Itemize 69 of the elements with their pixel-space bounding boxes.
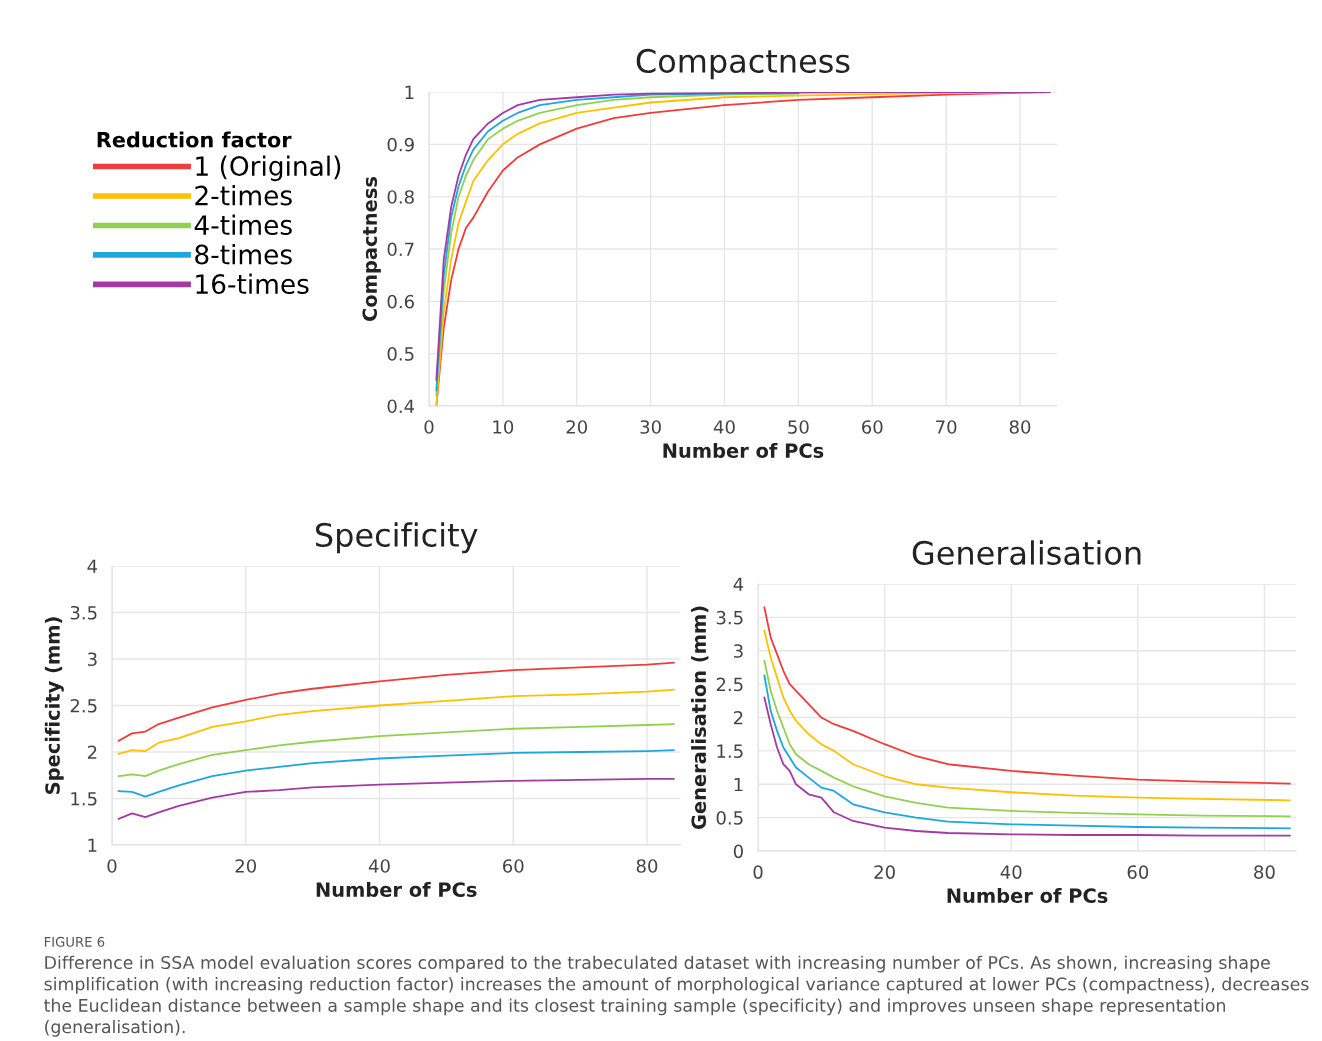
- y-tick-label: 0.5: [716, 811, 743, 825]
- line-series: [117, 749, 675, 798]
- y-tick-label: 0.6: [387, 294, 414, 309]
- x-tick-label: 20: [566, 420, 588, 434]
- y-tick-label: 3: [87, 652, 97, 667]
- x-tick-label: 40: [1000, 865, 1022, 879]
- x-tick-label: 80: [636, 859, 658, 873]
- y-tick-label: 0.9: [387, 137, 414, 152]
- y-tick-label: 3.5: [70, 605, 97, 620]
- y-tick-label: 1.5: [71, 792, 97, 806]
- y-tick-label: 2: [733, 710, 743, 725]
- y-tick-label: 1: [405, 85, 414, 99]
- x-tick-label: 80: [1009, 420, 1031, 434]
- y-tick-label: 1.5: [717, 744, 743, 758]
- line-series: [763, 606, 1291, 785]
- y-tick-label: 0: [733, 844, 743, 859]
- legend-label: 16-times: [196, 273, 309, 295]
- x-tick-label: 0: [424, 420, 434, 434]
- legend-label: 8-times: [195, 244, 292, 265]
- line-series: [117, 778, 675, 820]
- x-tick-label: 60: [1127, 865, 1149, 879]
- x-tick-label: 40: [368, 859, 390, 873]
- legend-label: 4-times: [194, 214, 292, 236]
- line-series: [117, 661, 675, 742]
- x-tick-label: 60: [862, 420, 883, 434]
- y-axis-title: Generalisation (mm): [691, 606, 709, 830]
- y-axis-title: Compactness: [362, 176, 381, 321]
- line-series: [763, 674, 1291, 830]
- legend-title: Reduction factor: [97, 131, 292, 148]
- x-tick-label: 20: [874, 865, 895, 879]
- caption: FIGURE 6: [44, 936, 105, 947]
- y-tick-label: 3: [734, 644, 743, 658]
- y-tick-label: 4: [87, 559, 98, 573]
- x-tick-label: 40: [713, 420, 735, 434]
- line-series: [117, 723, 675, 778]
- y-tick-label: 1: [734, 777, 743, 792]
- y-tick-label: 2: [87, 745, 97, 759]
- x-tick-label: 10: [493, 420, 514, 434]
- x-tick-label: 0: [753, 865, 763, 879]
- y-tick-label: 1: [88, 838, 97, 852]
- legend-label: 1 (Original): [196, 155, 341, 182]
- chart-title: Specificity: [315, 522, 478, 554]
- y-axis-title: Specificity (mm): [44, 617, 64, 794]
- y-tick-label: 3.5: [716, 610, 743, 625]
- x-tick-label: 50: [788, 420, 809, 434]
- y-tick-label: 2.5: [716, 677, 743, 692]
- x-tick-label: 30: [640, 420, 661, 434]
- line-series: [763, 659, 1291, 818]
- x-tick-label: 80: [1254, 865, 1275, 879]
- legend-label: 2-times: [195, 185, 292, 206]
- x-axis-title: Number of PCs: [663, 442, 824, 458]
- text: Difference in SSA model evaluation scores compared to the trabeculated dataset with increasing number of PCs. As shown, increasing shape simplification (with increasing reduction factor) increases the amount of morphological variance captured at lower PCs (compactness), decreases the Euclidean distance between a sample shape and its closest training sample (specificity) and improves unseen shape representation (generalisation).: [44, 955, 1309, 1037]
- x-tick-label: 70: [936, 420, 957, 434]
- y-tick-label: 0.7: [387, 242, 414, 257]
- x-tick-label: 60: [503, 859, 524, 873]
- y-tick-label: 0.8: [387, 190, 414, 204]
- x-axis-title: Number of PCs: [947, 887, 1108, 903]
- x-tick-label: 0: [107, 859, 117, 873]
- line-series: [763, 696, 1291, 837]
- chart-title: Generalisation: [912, 540, 1141, 566]
- chart-title: Compactness: [636, 48, 850, 80]
- y-tick-label: 2.5: [70, 698, 97, 713]
- line-series: [117, 688, 675, 755]
- y-tick-label: 4: [733, 577, 744, 591]
- y-tick-label: 0.4: [387, 399, 415, 414]
- y-tick-label: 0.5: [387, 347, 414, 361]
- line-series: [763, 629, 1291, 802]
- x-tick-label: 20: [235, 859, 257, 873]
- x-axis-title: Number of PCs: [316, 881, 477, 897]
